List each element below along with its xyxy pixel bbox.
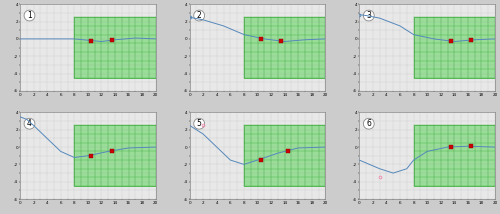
Bar: [244, 125, 326, 186]
Bar: [74, 17, 156, 78]
Text: 2: 2: [197, 11, 202, 20]
Text: 3: 3: [366, 11, 371, 20]
Bar: [414, 125, 495, 186]
Text: 4: 4: [27, 119, 32, 128]
Bar: [414, 17, 495, 78]
Bar: [244, 17, 326, 78]
Text: 1: 1: [27, 11, 32, 20]
Text: 5: 5: [196, 119, 202, 128]
Bar: [74, 125, 156, 186]
Text: 6: 6: [366, 119, 371, 128]
